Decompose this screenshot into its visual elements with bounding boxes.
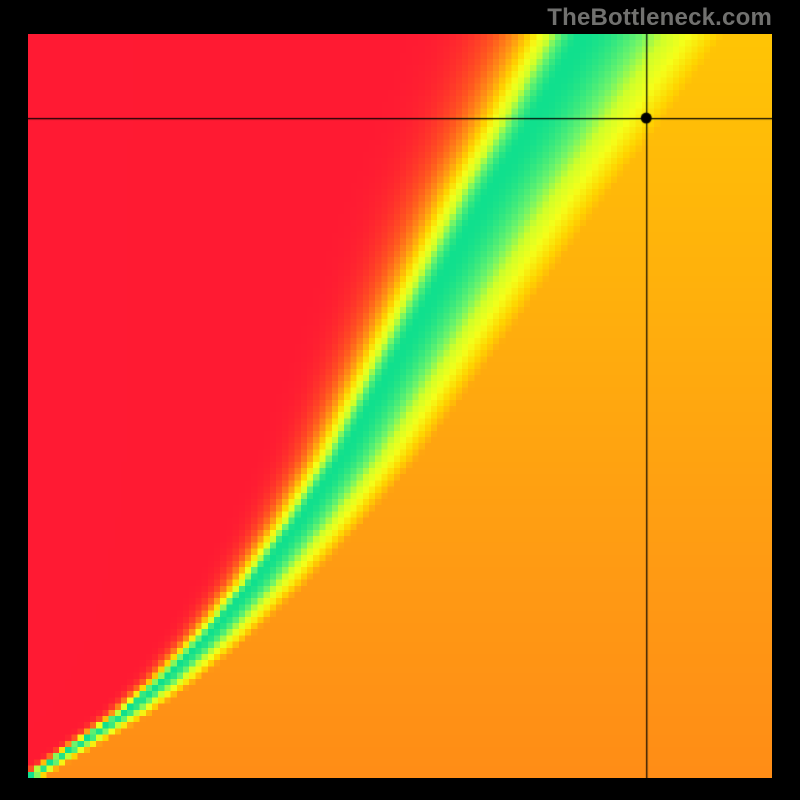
brand-label: TheBottleneck.com <box>547 4 772 32</box>
chart-container: TheBottleneck.com <box>0 0 800 800</box>
bottleneck-heatmap <box>28 34 772 778</box>
